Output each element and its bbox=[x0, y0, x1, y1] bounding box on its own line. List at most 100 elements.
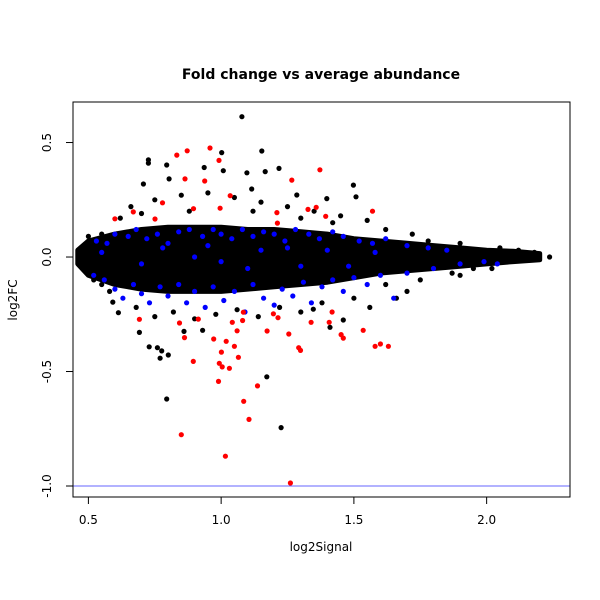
data-point-red bbox=[184, 148, 190, 154]
data-point-blue bbox=[104, 240, 110, 246]
data-point-black bbox=[110, 299, 116, 305]
data-point-blue bbox=[404, 270, 410, 276]
data-point-blue bbox=[494, 261, 500, 267]
data-point-black bbox=[425, 238, 431, 244]
data-point-blue bbox=[146, 300, 153, 306]
data-point-black bbox=[298, 309, 304, 315]
data-point-blue bbox=[210, 284, 216, 290]
data-point-red bbox=[226, 365, 232, 371]
data-point-black bbox=[231, 194, 237, 201]
data-point-blue bbox=[101, 277, 107, 283]
data-point-red bbox=[229, 319, 235, 325]
data-point-black bbox=[159, 348, 165, 354]
data-point-blue bbox=[184, 300, 190, 306]
data-point-red bbox=[275, 315, 281, 321]
data-point-blue bbox=[356, 238, 362, 244]
data-point-blue bbox=[130, 281, 137, 288]
data-point-blue bbox=[210, 226, 216, 233]
data-point-blue bbox=[205, 243, 211, 249]
data-point-blue bbox=[176, 281, 182, 288]
data-point-black bbox=[181, 328, 187, 334]
data-point-red bbox=[317, 167, 323, 173]
data-point-blue bbox=[186, 226, 192, 233]
data-point-black bbox=[258, 199, 264, 205]
data-point-blue bbox=[271, 302, 277, 308]
data-point-red bbox=[246, 416, 252, 422]
data-point-blue bbox=[133, 226, 139, 233]
data-point-red bbox=[240, 309, 246, 315]
data-point-blue bbox=[346, 263, 352, 269]
data-point-blue bbox=[192, 288, 198, 294]
data-point-black bbox=[264, 374, 270, 380]
data-point-black bbox=[367, 304, 373, 310]
data-point-red bbox=[190, 358, 196, 364]
data-point-blue bbox=[383, 236, 389, 242]
data-point-blue bbox=[444, 247, 450, 253]
data-point-black bbox=[201, 164, 207, 171]
data-point-black bbox=[255, 314, 261, 320]
data-point-red bbox=[130, 209, 136, 215]
data-point-blue bbox=[261, 229, 267, 235]
data-point-red bbox=[215, 378, 222, 384]
data-point-red bbox=[340, 335, 346, 341]
data-point-blue bbox=[364, 281, 370, 288]
data-point-black bbox=[164, 162, 170, 168]
data-point-red bbox=[231, 343, 237, 349]
data-point-blue bbox=[250, 281, 256, 288]
data-point-blue bbox=[160, 245, 166, 251]
data-point-black bbox=[249, 186, 255, 192]
chart-title: Fold change vs average abundance bbox=[182, 67, 460, 83]
data-point-red bbox=[181, 335, 188, 341]
data-point-black bbox=[351, 295, 357, 301]
data-point-red bbox=[323, 213, 329, 219]
data-point-black bbox=[311, 208, 317, 214]
data-point-blue bbox=[176, 229, 182, 235]
data-point-black bbox=[91, 277, 97, 283]
data-point-blue bbox=[144, 236, 150, 242]
series-blue bbox=[91, 226, 500, 315]
data-point-red bbox=[211, 336, 217, 342]
data-point-black bbox=[277, 304, 283, 310]
data-point-black bbox=[205, 190, 211, 196]
data-point-blue bbox=[91, 272, 97, 278]
data-point-black bbox=[99, 281, 105, 288]
data-point-red bbox=[234, 328, 240, 334]
data-point-black bbox=[276, 165, 282, 171]
data-point-red bbox=[377, 341, 383, 347]
data-point-black bbox=[330, 220, 336, 226]
data-point-blue bbox=[165, 293, 171, 299]
data-point-red bbox=[174, 152, 180, 158]
data-point-blue bbox=[457, 261, 463, 267]
data-point-black bbox=[497, 245, 503, 251]
data-point-black bbox=[234, 307, 240, 313]
data-point-blue bbox=[404, 243, 410, 249]
data-point-blue bbox=[157, 284, 163, 290]
data-point-blue bbox=[112, 286, 118, 292]
data-point-blue bbox=[391, 295, 397, 301]
data-point-black bbox=[220, 168, 226, 174]
data-point-blue bbox=[372, 249, 378, 255]
data-point-red bbox=[217, 205, 223, 211]
data-point-red bbox=[216, 157, 222, 163]
data-point-black bbox=[85, 233, 91, 239]
data-point-blue bbox=[112, 231, 118, 237]
data-point-black bbox=[244, 170, 250, 176]
data-point-black bbox=[146, 344, 152, 350]
data-point-red bbox=[182, 176, 188, 182]
data-point-black bbox=[239, 114, 245, 120]
data-point-blue bbox=[93, 238, 99, 244]
data-point-blue bbox=[425, 245, 431, 251]
data-point-blue bbox=[261, 295, 267, 301]
data-point-black bbox=[145, 160, 151, 166]
data-point-red bbox=[178, 432, 184, 438]
data-point-blue bbox=[481, 259, 487, 265]
data-point-red bbox=[385, 343, 391, 349]
data-point-blue bbox=[99, 249, 105, 255]
data-point-blue bbox=[369, 240, 376, 246]
x-tick-label: 0.5 bbox=[79, 513, 98, 527]
data-point-blue bbox=[229, 236, 235, 242]
data-point-black bbox=[170, 309, 176, 315]
data-point-blue bbox=[218, 231, 224, 237]
data-point-blue bbox=[200, 233, 206, 239]
